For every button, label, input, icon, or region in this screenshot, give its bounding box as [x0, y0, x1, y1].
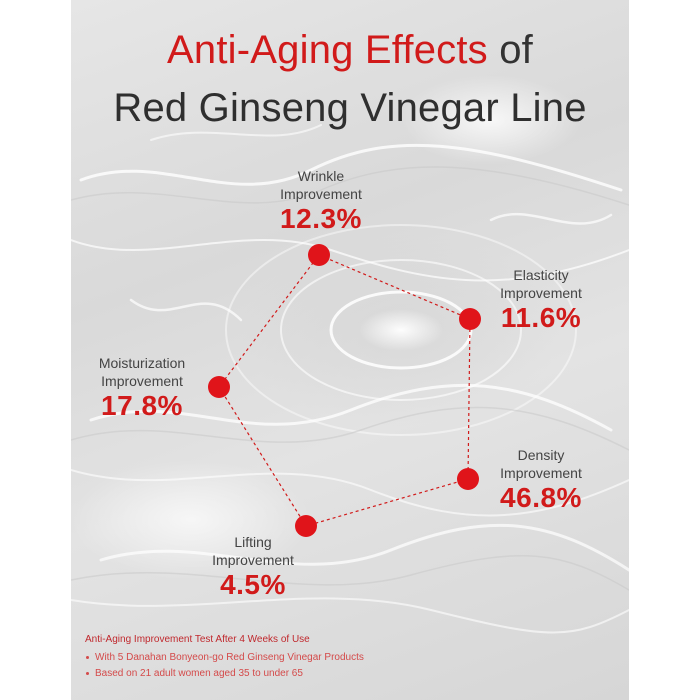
- density-name-line2: Improvement: [500, 465, 582, 481]
- title-accent: Anti-Aging Effects: [167, 28, 488, 72]
- density-label: Density Improvement 46.8%: [486, 446, 596, 514]
- density-dot: [457, 468, 479, 490]
- lifting-name-line2: Improvement: [212, 552, 294, 568]
- elasticity-label: Elasticity Improvement 11.6%: [486, 266, 596, 334]
- elasticity-name-line2: Improvement: [500, 285, 582, 301]
- wrinkle-label: Wrinkle Improvement 12.3%: [251, 167, 391, 235]
- infographic-canvas: Anti-Aging Effects of Red Ginseng Vinega…: [71, 0, 629, 700]
- footnote-item: With 5 Danahan Bonyeon-go Red Ginseng Vi…: [85, 650, 364, 666]
- moisturization-name-line1: Moisturization: [98, 355, 186, 371]
- pentagon-graph: [208, 244, 481, 537]
- elasticity-dot: [459, 308, 481, 330]
- wrinkle-value: 12.3%: [280, 203, 362, 234]
- wrinkle-name-line1: Wrinkle: [297, 168, 345, 184]
- density-name-line1: Density: [517, 447, 565, 463]
- pentagon-dashed-outline: [218, 254, 471, 527]
- wrinkle-name-line2: Improvement: [280, 186, 362, 202]
- footnote-item: Based on 21 adult women aged 35 to under…: [85, 666, 364, 682]
- lifting-dot: [295, 515, 317, 537]
- footnote-heading: Anti-Aging Improvement Test After 4 Week…: [85, 634, 310, 645]
- elasticity-name-line1: Elasticity: [513, 267, 569, 283]
- water-ripple-background: [71, 124, 629, 634]
- title-line-2: Red Ginseng Vinegar Line: [113, 86, 587, 130]
- lifting-name-line1: Lifting: [234, 534, 272, 550]
- wrinkle-dot: [308, 244, 330, 266]
- title-line-1: Anti-Aging Effects of: [71, 28, 629, 73]
- elasticity-value: 11.6%: [500, 302, 582, 333]
- moisturization-name-line2: Improvement: [101, 373, 183, 389]
- moisturization-label: Moisturization Improvement 17.8%: [77, 354, 207, 422]
- moisturization-dot: [208, 376, 230, 398]
- moisturization-value: 17.8%: [101, 390, 183, 421]
- lifting-label: Lifting Improvement 4.5%: [187, 533, 319, 601]
- footnote: Anti-Aging Improvement Test After 4 Week…: [85, 632, 364, 682]
- density-value: 46.8%: [500, 482, 582, 513]
- title-connector: of: [499, 28, 533, 72]
- footnote-list: With 5 Danahan Bonyeon-go Red Ginseng Vi…: [85, 650, 364, 682]
- lifting-value: 4.5%: [220, 569, 286, 600]
